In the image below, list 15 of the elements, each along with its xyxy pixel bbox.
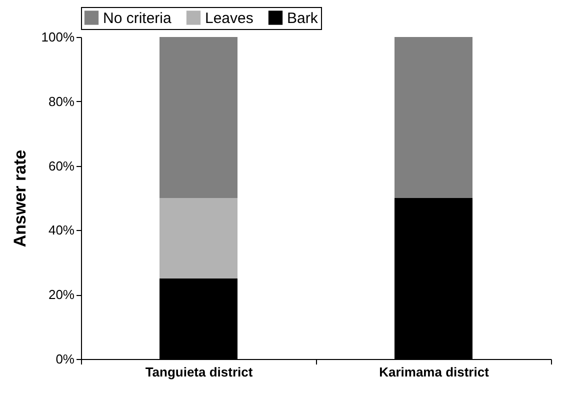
y-tick-label: 60% [48, 158, 75, 174]
y-tick-label: 40% [48, 222, 75, 238]
y-tick-label: 0% [56, 352, 75, 366]
y-tick-label: 80% [48, 94, 75, 109]
legend-label: Bark [287, 10, 318, 27]
y-axis-title: Answer rate [10, 150, 30, 248]
y-tick-label: 100% [41, 30, 75, 44]
x-tick-label: Karimama district [379, 364, 490, 380]
legend-label: Leaves [205, 10, 254, 27]
y-tick-label: 20% [48, 287, 75, 302]
bar [160, 37, 238, 198]
x-tick-label: Tanguieta district [145, 364, 254, 380]
bar [160, 198, 238, 278]
bar [394, 37, 472, 198]
legend-label: No criteria [103, 10, 172, 27]
